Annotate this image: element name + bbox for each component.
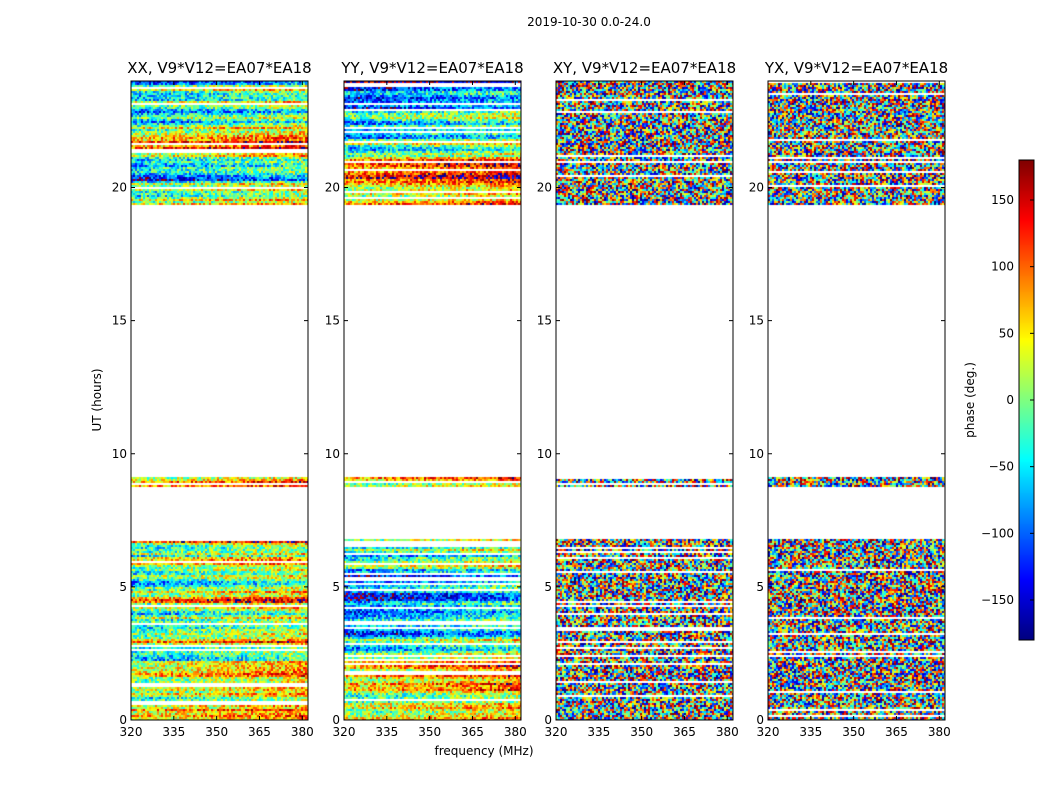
colorbar-tick-label: 50 [999, 326, 1014, 340]
y-tick-label: 20 [112, 181, 127, 195]
y-tick-label: 20 [325, 181, 340, 195]
colorbar-tick-label: −150 [981, 593, 1014, 607]
y-tick-label: 0 [756, 713, 764, 727]
x-tick-label: 320 [545, 725, 568, 739]
panel-yy: YY, V9*V12=EA07*EA18 320 335 350 365 380 0 5 10 1… [325, 59, 527, 739]
x-tick-label: 350 [205, 725, 228, 739]
y-tick-label: 15 [537, 314, 552, 328]
y-tick-label: 0 [544, 713, 552, 727]
axes-frame [130, 80, 309, 721]
x-tick-label: 320 [757, 725, 780, 739]
x-tick-label: 380 [716, 725, 739, 739]
colorbar-tick-label: −100 [981, 526, 1014, 540]
y-tick-label: 15 [749, 314, 764, 328]
y-tick-label: 0 [119, 713, 127, 727]
colorbar-tick-label: 100 [991, 260, 1014, 274]
x-tick-label: 380 [291, 725, 314, 739]
x-tick-label: 380 [504, 725, 527, 739]
colorbar-tick-label: −50 [989, 460, 1014, 474]
x-tick-label: 320 [333, 725, 356, 739]
x-tick-label: 365 [885, 725, 908, 739]
y-tick-label: 5 [119, 580, 127, 594]
y-tick-label: 5 [332, 580, 340, 594]
y-tick-label: 10 [325, 447, 340, 461]
x-axis-label: frequency (MHz) [434, 744, 533, 758]
y-tick-label: 20 [537, 181, 552, 195]
x-tick-label: 350 [630, 725, 653, 739]
y-tick-label: 20 [749, 181, 764, 195]
y-tick-label: 5 [756, 580, 764, 594]
panel-title: YY, V9*V12=EA07*EA18 [340, 59, 523, 77]
x-tick-label: 350 [418, 725, 441, 739]
x-tick-label: 365 [461, 725, 484, 739]
heatmap-image [344, 81, 521, 720]
y-tick-label: 5 [544, 580, 552, 594]
y-axis-label: UT (hours) [90, 368, 104, 431]
y-tick-label: 10 [537, 447, 552, 461]
panel-xx: XX, V9*V12=EA07*EA18 320 335 350 365 380 0 5 10 1… [112, 59, 314, 739]
panel-xy: XY, V9*V12=EA07*EA18 320 335 350 365 380 0 5 10 1… [537, 59, 739, 739]
y-tick-label: 0 [332, 713, 340, 727]
axes-frame [343, 80, 522, 721]
x-tick-label: 335 [587, 725, 610, 739]
panel-yx: YX, V9*V12=EA07*EA18 320 335 350 365 380 0 5 10 1… [749, 59, 951, 739]
x-tick-label: 365 [673, 725, 696, 739]
panel-title: XY, V9*V12=EA07*EA18 [553, 59, 736, 77]
x-tick-label: 365 [248, 725, 271, 739]
figure-title: 2019-10-30 0.0-24.0 [527, 15, 651, 29]
y-tick-label: 15 [325, 314, 340, 328]
y-tick-label: 15 [112, 314, 127, 328]
colorbar-tick-label: 150 [991, 193, 1014, 207]
colorbar-label: phase (deg.) [963, 362, 977, 438]
x-tick-label: 335 [375, 725, 398, 739]
colorbar-gradient [1019, 160, 1034, 640]
colorbar-tick-label: 0 [1006, 393, 1014, 407]
heatmap-image [768, 81, 945, 720]
heatmap-image [556, 81, 733, 720]
panels: XX, V9*V12=EA07*EA18 320 335 350 365 380 0 5 10 1… [112, 59, 951, 739]
panel-title: YX, V9*V12=EA07*EA18 [764, 59, 948, 77]
colorbar: 150 100 50 0 −50 −100 −150 [981, 159, 1035, 641]
panel-title: XX, V9*V12=EA07*EA18 [127, 59, 311, 77]
x-tick-label: 335 [162, 725, 185, 739]
x-tick-label: 380 [928, 725, 951, 739]
axes-frame [767, 80, 946, 721]
axes-frame [555, 80, 734, 721]
x-tick-label: 320 [120, 725, 143, 739]
y-tick-label: 10 [112, 447, 127, 461]
x-tick-label: 350 [842, 725, 865, 739]
y-tick-label: 10 [749, 447, 764, 461]
x-tick-label: 335 [799, 725, 822, 739]
heatmap-image [131, 81, 308, 720]
